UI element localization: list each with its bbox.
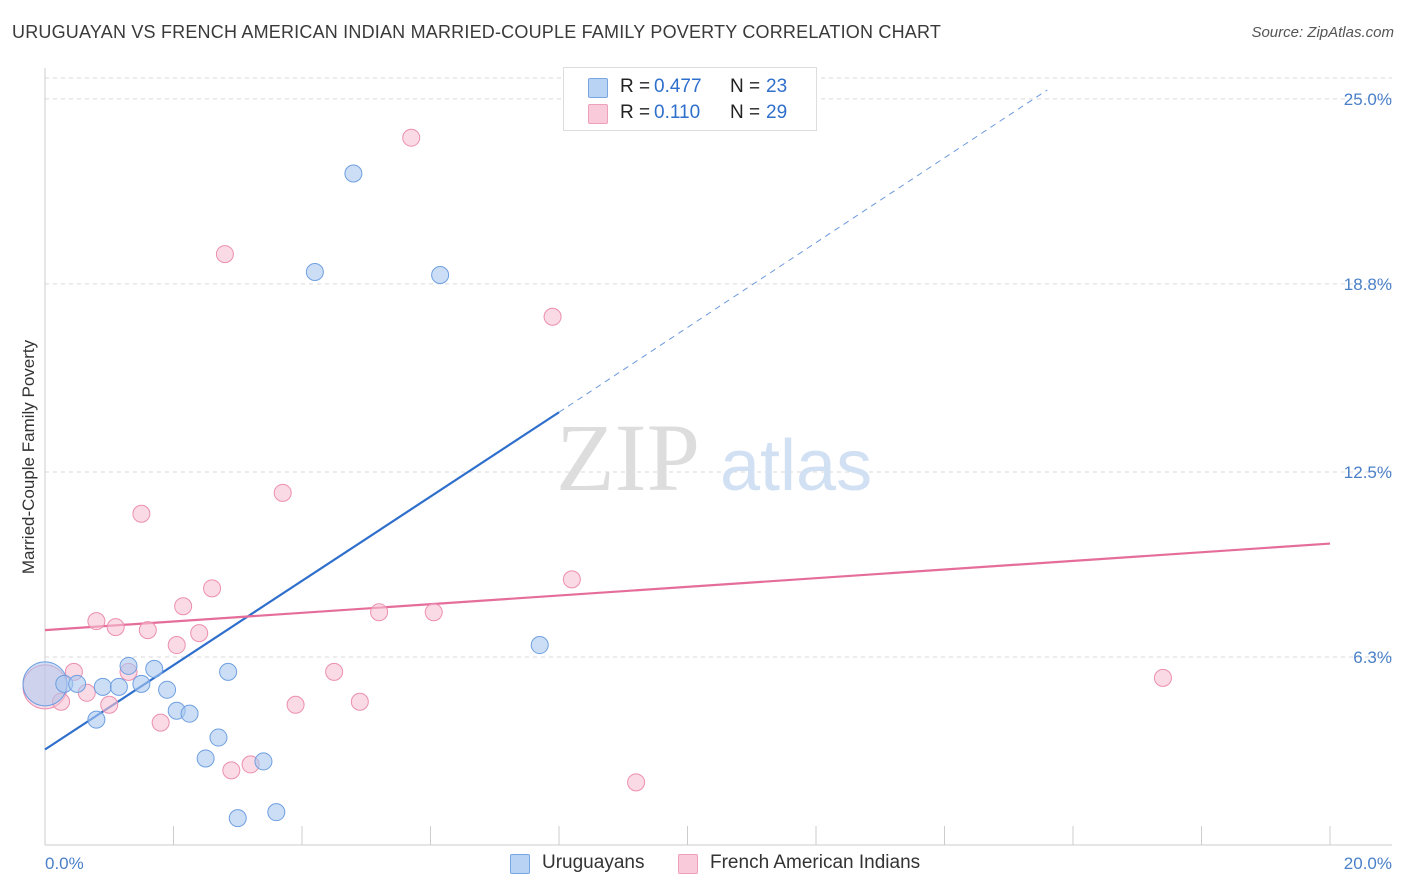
french-american-indian-point <box>215 245 234 264</box>
uruguayan-point <box>180 704 199 723</box>
french-american-indian-point <box>562 570 581 589</box>
uruguayan-point <box>87 710 106 729</box>
french-american-indian-point <box>1153 668 1172 687</box>
uruguayan-point <box>305 262 324 281</box>
uruguayan-point <box>196 749 215 768</box>
french-american-indian-point <box>627 773 646 792</box>
uruguayan-point <box>93 677 112 696</box>
y-tick-label: 18.8% <box>1344 275 1392 294</box>
french-american-indian-point <box>87 612 106 631</box>
french-american-indian-point <box>138 621 157 640</box>
trend-line <box>44 411 560 751</box>
correlation-legend: R = 0.477 N = 23 R = 0.110 N = 29 <box>563 67 817 131</box>
legend-n-value: 29 <box>766 102 788 123</box>
data-points <box>22 128 1172 828</box>
uruguayan-point <box>228 809 247 828</box>
french-american-indian-point <box>222 761 241 780</box>
uruguayan-point <box>431 265 450 284</box>
legend-swatch-pink <box>588 104 608 124</box>
y-axis-label: Married-Couple Family Poverty <box>19 339 38 574</box>
legend-r-label: R = <box>620 102 651 123</box>
y-tick-label: 25.0% <box>1344 90 1392 109</box>
french-american-indian-point <box>424 603 443 622</box>
french-american-indian-point <box>167 636 186 655</box>
legend-swatch-blue <box>588 78 608 98</box>
legend-n-value: 23 <box>766 76 788 97</box>
french-american-indian-point <box>151 713 170 732</box>
trend-line-extension <box>558 89 1048 413</box>
uruguayan-point <box>119 656 138 675</box>
uruguayan-point <box>145 659 164 678</box>
chart-title: URUGUAYAN VS FRENCH AMERICAN INDIAN MARR… <box>12 22 942 42</box>
french-american-indian-point <box>106 618 125 637</box>
legend-r-value: 0.477 <box>654 76 702 97</box>
uruguayan-point <box>219 662 238 681</box>
watermark: ZIP atlas <box>556 404 872 511</box>
french-american-indian-point <box>190 624 209 643</box>
french-american-indian-point <box>203 579 222 598</box>
uruguayan-point <box>68 674 87 693</box>
french-american-indian-point <box>325 662 344 681</box>
axes <box>44 68 1392 846</box>
legend-r-value: 0.110 <box>654 102 701 123</box>
trend-line <box>44 542 1331 632</box>
french-american-indian-point <box>174 597 193 616</box>
legend-r-label: R = <box>620 76 651 97</box>
x-tick-label: 0.0% <box>45 854 84 873</box>
source-label: Source: ZipAtlas.com <box>1251 24 1394 41</box>
french-american-indian-point <box>100 695 119 714</box>
french-american-indian-point <box>273 483 292 502</box>
uruguayan-point <box>132 674 151 693</box>
uruguayan-point <box>254 752 273 771</box>
x-tick-label: 20.0% <box>1344 854 1392 873</box>
watermark-atlas: atlas <box>720 426 872 506</box>
french-american-indian-point <box>350 692 369 711</box>
gridlines <box>45 77 1392 658</box>
uruguayan-point <box>109 677 128 696</box>
y-tick-label: 6.3% <box>1353 648 1392 667</box>
trend-lines <box>44 89 1331 751</box>
series-name: Uruguayans <box>542 852 645 873</box>
uruguayan-point <box>209 728 228 747</box>
uruguayan-point <box>344 164 363 183</box>
tick-labels: 6.3% 12.5% 18.8% 25.0% 0.0% 20.0% <box>45 90 1392 873</box>
series-swatch-blue <box>510 854 530 874</box>
french-american-indian-point <box>132 504 151 523</box>
uruguayan-point <box>158 680 177 699</box>
french-american-indian-point <box>402 128 421 147</box>
french-american-indian-point <box>543 307 562 326</box>
legend-n-label: N = <box>730 76 761 97</box>
series-swatch-pink <box>678 854 698 874</box>
series-name: French American Indians <box>710 852 921 873</box>
watermark-zip: ZIP <box>556 404 700 511</box>
y-tick-label: 12.5% <box>1344 463 1392 482</box>
legend-n-label: N = <box>730 102 761 123</box>
uruguayan-point <box>267 803 286 822</box>
french-american-indian-point <box>370 603 389 622</box>
french-american-indian-point <box>286 695 305 714</box>
uruguayan-point <box>530 636 549 655</box>
